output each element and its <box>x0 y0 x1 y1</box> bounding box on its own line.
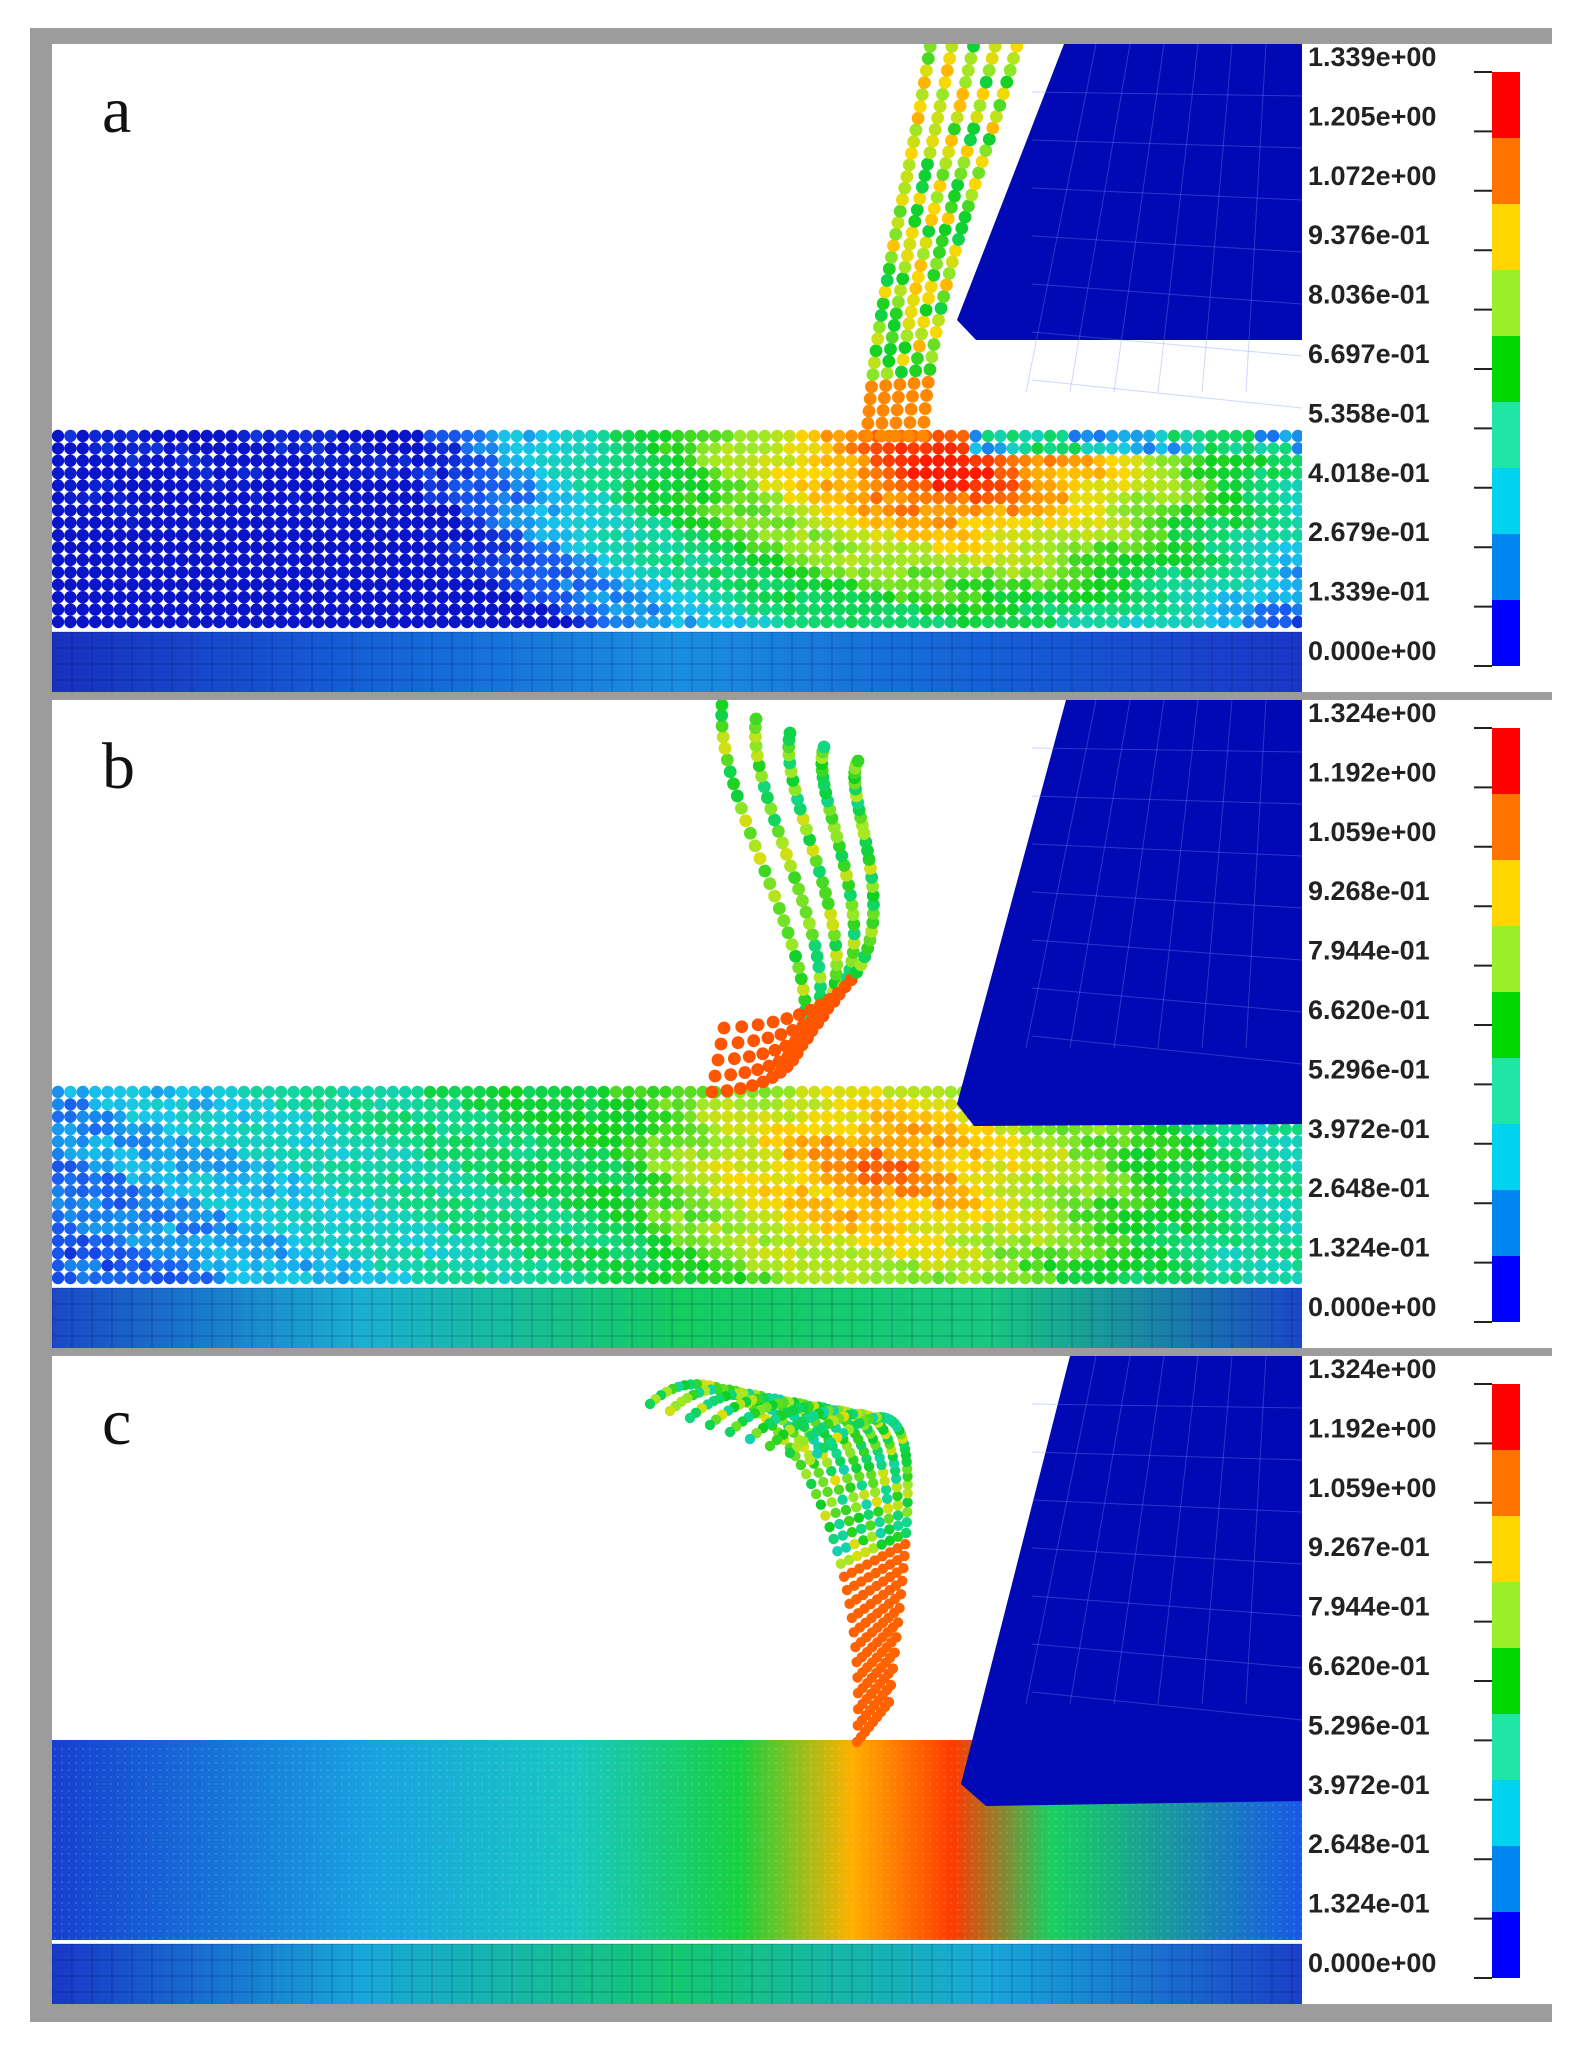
cutting-tool <box>957 700 1302 1126</box>
colorbar-segment <box>1492 860 1520 926</box>
substrate-mesh <box>52 1944 1302 2004</box>
chip-particles <box>860 44 1024 443</box>
colorbar: 1.339e+00 1.205e+00 1.072e+00 9.376e-01 8.03… <box>1302 42 1572 692</box>
colorbar-tick-label: 9.267e-01 <box>1308 1532 1430 1562</box>
colorbar-tick-label: 1.339e-01 <box>1308 577 1430 607</box>
colorbar-tick-label: 1.192e+00 <box>1308 1413 1436 1443</box>
colorbar-tick-label: 1.324e-01 <box>1308 1233 1430 1263</box>
colorbar-tick-label: 2.679e-01 <box>1308 517 1430 547</box>
colorbar-tick-label: 6.620e-01 <box>1308 1651 1430 1681</box>
colorbar-tick-label: 1.205e+00 <box>1308 101 1436 131</box>
colorbar-segment <box>1492 1384 1520 1450</box>
workpiece-particles <box>52 429 1302 629</box>
colorbar-tick-label: 7.944e-01 <box>1308 936 1430 966</box>
colorbar-segment <box>1492 926 1520 992</box>
chip-particles <box>705 700 880 1099</box>
colorbar-segment <box>1492 1780 1520 1846</box>
chip-particles <box>644 1378 913 1748</box>
substrate-mesh <box>52 632 1302 692</box>
colorbar-segment <box>1492 600 1520 666</box>
colorbar-tick-label: 2.648e-01 <box>1308 1173 1430 1203</box>
colorbar-segment <box>1492 336 1520 402</box>
colorbar-tick-label: 3.972e-01 <box>1308 1770 1430 1800</box>
colorbar-segment <box>1492 794 1520 860</box>
panel-label: c <box>102 1386 131 1459</box>
colorbar-tick-label: 8.036e-01 <box>1308 280 1430 310</box>
colorbar-segment <box>1492 138 1520 204</box>
colorbar-segment <box>1492 1190 1520 1256</box>
colorbar-tick-label: 7.944e-01 <box>1308 1592 1430 1622</box>
colorbar-tick-label: 6.620e-01 <box>1308 995 1430 1025</box>
colorbar-tick-label: 1.192e+00 <box>1308 757 1436 787</box>
colorbar-segment <box>1492 1450 1520 1516</box>
colorbar: 1.324e+00 1.192e+00 1.059e+00 9.267e-01 7.94… <box>1302 1354 1572 2004</box>
colorbar-tick-label: 1.059e+00 <box>1308 817 1436 847</box>
panel-label: a <box>102 74 131 147</box>
colorbar-tick-label: 4.018e-01 <box>1308 458 1430 488</box>
colorbar-tick-label: 1.324e+00 <box>1308 1354 1436 1384</box>
colorbar-tick-label: 1.324e+00 <box>1308 698 1436 728</box>
substrate-mesh <box>52 1288 1302 1348</box>
colorbar-segment <box>1492 1058 1520 1124</box>
colorbar-segment <box>1492 1912 1520 1978</box>
colorbar-segment <box>1492 1516 1520 1582</box>
colorbar-tick-label: 5.358e-01 <box>1308 398 1430 428</box>
colorbar-tick-label: 0.000e+00 <box>1308 1948 1436 1978</box>
colorbar-segment <box>1492 1256 1520 1322</box>
colorbar-segment <box>1492 534 1520 600</box>
colorbar-tick-label: 1.324e-01 <box>1308 1889 1430 1919</box>
colorbar-segment <box>1492 204 1520 270</box>
colorbar-tick-label: 9.268e-01 <box>1308 876 1430 906</box>
colorbar-segment <box>1492 1846 1520 1912</box>
colorbar-tick-label: 1.059e+00 <box>1308 1473 1436 1503</box>
colorbar-segment <box>1492 270 1520 336</box>
colorbar: 1.324e+00 1.192e+00 1.059e+00 9.268e-01 7.94… <box>1302 698 1572 1348</box>
panel-c: c 1.324e+00 1.192e+00 1.059e+00 9.267e-01 7.9… <box>52 1354 1572 2004</box>
colorbar-segment <box>1492 72 1520 138</box>
colorbar-segment <box>1492 468 1520 534</box>
colorbar-tick-label: 1.339e+00 <box>1308 42 1436 72</box>
cutting-tool <box>957 44 1302 340</box>
colorbar-tick-label: 5.296e-01 <box>1308 1710 1430 1740</box>
colorbar-tick-label: 0.000e+00 <box>1308 1292 1436 1322</box>
colorbar-tick-label: 9.376e-01 <box>1308 220 1430 250</box>
colorbar-tick-label: 2.648e-01 <box>1308 1829 1430 1859</box>
panel-label: b <box>102 730 135 803</box>
colorbar-tick-label: 0.000e+00 <box>1308 636 1436 666</box>
colorbar-tick-label: 3.972e-01 <box>1308 1114 1430 1144</box>
colorbar-segment <box>1492 728 1520 794</box>
colorbar-segment <box>1492 1582 1520 1648</box>
cutting-tool <box>961 1356 1302 1806</box>
panel-a: a 1.339e+00 1.205e+00 1.072e+00 9.376e-01 8.0… <box>52 42 1572 692</box>
colorbar-segment <box>1492 402 1520 468</box>
colorbar-segment <box>1492 1124 1520 1190</box>
colorbar-tick-label: 1.072e+00 <box>1308 161 1436 191</box>
colorbar-segment <box>1492 1714 1520 1780</box>
colorbar-segment <box>1492 1648 1520 1714</box>
colorbar-tick-label: 5.296e-01 <box>1308 1054 1430 1084</box>
colorbar-segment <box>1492 992 1520 1058</box>
panel-b: b 1.324e+00 1.192e+00 1.059e+00 9.268e-01 7.9… <box>52 698 1572 1348</box>
colorbar-tick-label: 6.697e-01 <box>1308 339 1430 369</box>
